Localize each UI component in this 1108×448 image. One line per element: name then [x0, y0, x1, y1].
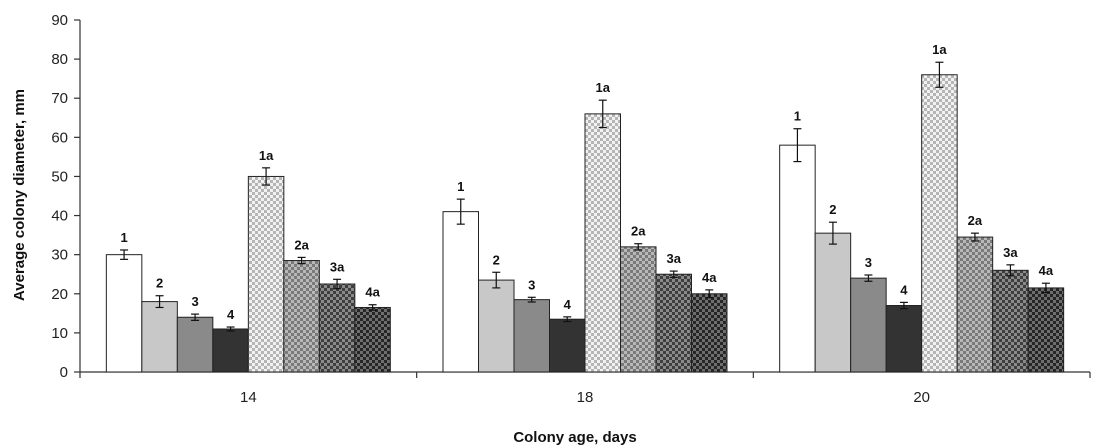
y-tick-label: 90: [51, 12, 68, 29]
bar-label: 4a: [365, 285, 380, 300]
bar-label: 1a: [259, 148, 274, 163]
bar-label: 2a: [631, 224, 646, 239]
bar-3a-18: [655, 273, 692, 373]
bar-label: 3a: [330, 259, 345, 274]
bar-1a-14: [247, 175, 285, 373]
bar-label: 2: [829, 202, 836, 217]
bar-2a-18: [620, 246, 657, 373]
bar-4-18: [549, 318, 586, 373]
bar-1a-18: [584, 113, 621, 373]
bar-3-20: [850, 277, 887, 373]
y-axis-title: Average colony diameter, mm: [11, 89, 28, 301]
bar-2-14: [141, 301, 178, 373]
bar-label: 2a: [968, 213, 983, 228]
bar-2a-14: [283, 260, 320, 373]
bar-1a-20: [921, 74, 958, 373]
bar-3-18: [513, 299, 550, 373]
bar-2-18: [478, 279, 515, 373]
bar-4-14: [212, 328, 249, 373]
bar-label: 1: [794, 109, 801, 124]
y-tick-label: 50: [51, 168, 68, 185]
x-tick-label: 14: [240, 389, 257, 406]
bars-group: 1 2 3 4 1a 2a 3a 4a 1 2 3 4 1a 2a 3a 4a 1 2 3 4 1a 2a 3a 4a: [105, 42, 1065, 373]
bar-4a-20: [1027, 287, 1065, 373]
bar-4-20: [885, 305, 923, 373]
y-tick-label: 30: [51, 247, 68, 264]
bar-label: 3: [191, 294, 198, 309]
bar-label: 4a: [702, 270, 717, 285]
y-tick-label: 60: [51, 129, 68, 146]
bar-3a-14: [318, 283, 356, 373]
bar-label: 1a: [596, 80, 611, 95]
x-tick-label: 18: [577, 389, 594, 406]
bar-3-14: [176, 316, 214, 373]
bar-4a-14: [354, 306, 391, 373]
y-tick-label: 20: [51, 286, 68, 303]
bar-1-14: [105, 254, 143, 373]
bar-4a-18: [691, 293, 728, 373]
bar-1-18: [442, 211, 479, 373]
x-axis: 14 18 20: [79, 371, 1091, 406]
bar-2a-20: [956, 236, 994, 373]
bar-label: 3: [528, 277, 535, 292]
y-tick-label: 10: [51, 325, 68, 342]
bar-label: 4: [900, 282, 908, 297]
x-axis-title: Colony age, days: [513, 429, 636, 446]
bar-label: 1: [120, 230, 127, 245]
bar-label: 3a: [1003, 245, 1018, 260]
bar-2-20: [814, 232, 852, 373]
bar-label: 2: [493, 252, 500, 267]
bar-label: 4: [564, 297, 572, 312]
bar-3a-20: [992, 269, 1029, 373]
y-axis: 0 10 20 30 40 50 60 70 80 90: [51, 12, 81, 381]
bar-1-20: [779, 144, 816, 373]
y-tick-label: 80: [51, 51, 68, 68]
bar-label: 1: [457, 179, 464, 194]
bar-label: 1a: [932, 42, 947, 57]
x-tick-label: 20: [913, 389, 930, 406]
bar-label: 3a: [667, 251, 682, 266]
bar-label: 4: [227, 307, 235, 322]
bar-label: 2a: [294, 237, 309, 252]
y-tick-label: 0: [60, 364, 68, 381]
y-tick-label: 70: [51, 90, 68, 107]
bar-label: 4a: [1039, 263, 1054, 278]
y-tick-label: 40: [51, 208, 68, 225]
bar-label: 2: [156, 276, 163, 291]
bar-label: 3: [865, 255, 872, 270]
